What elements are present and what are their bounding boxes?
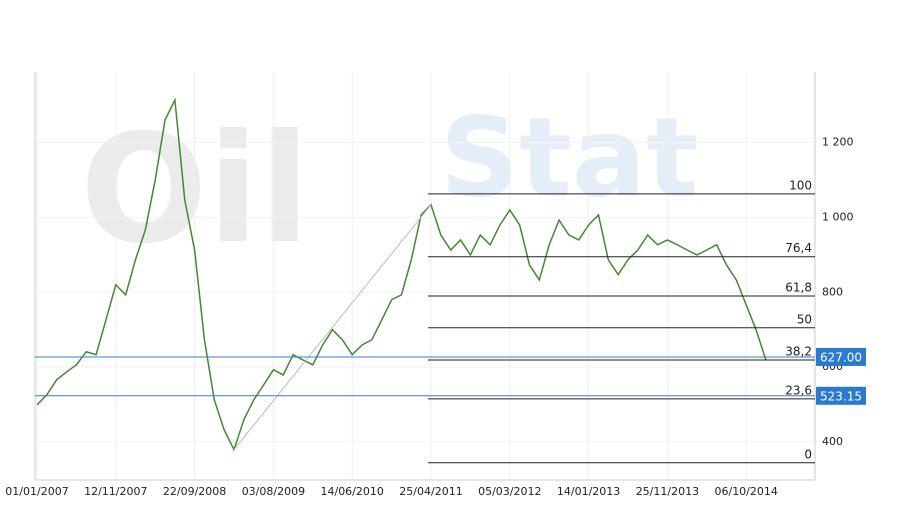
fib-label: 50 — [797, 312, 812, 326]
watermark: Oil — [80, 103, 310, 277]
x-tick-label: 14/01/2013 — [557, 485, 620, 498]
fib-label: 23,6 — [785, 383, 812, 397]
fib-label: 0 — [804, 447, 812, 461]
fib-label: 76,4 — [785, 241, 812, 255]
price-line — [36, 97, 767, 452]
fib-label: 100 — [789, 178, 812, 192]
x-tick-label: 01/01/2007 — [5, 485, 68, 498]
price-badge — [816, 386, 866, 405]
x-tick-label: 14/06/2010 — [320, 485, 383, 498]
x-tick-label: 05/03/2012 — [478, 485, 541, 498]
y-tick-label: 400 — [822, 435, 843, 448]
y-tick-label: 1 000 — [822, 210, 854, 223]
fib-label: 38,2 — [785, 344, 812, 358]
x-tick-label: 06/10/2014 — [714, 485, 777, 498]
x-tick-label: 25/04/2011 — [399, 485, 462, 498]
x-tick-label: 25/11/2013 — [636, 485, 699, 498]
y-tick-label: 1 200 — [822, 136, 854, 149]
watermark: Stat — [440, 93, 699, 221]
y-tick-label: 800 — [822, 285, 843, 298]
price-badge-label: 627.00 — [820, 350, 862, 364]
x-tick-label: 03/08/2009 — [242, 485, 305, 498]
x-tick-label: 22/09/2008 — [163, 485, 226, 498]
price-badge-label: 523.15 — [820, 389, 862, 403]
trend-line — [233, 204, 432, 451]
price-badge — [816, 347, 866, 366]
x-tick-label: 12/11/2007 — [84, 485, 147, 498]
fib-label: 61,8 — [785, 281, 812, 295]
